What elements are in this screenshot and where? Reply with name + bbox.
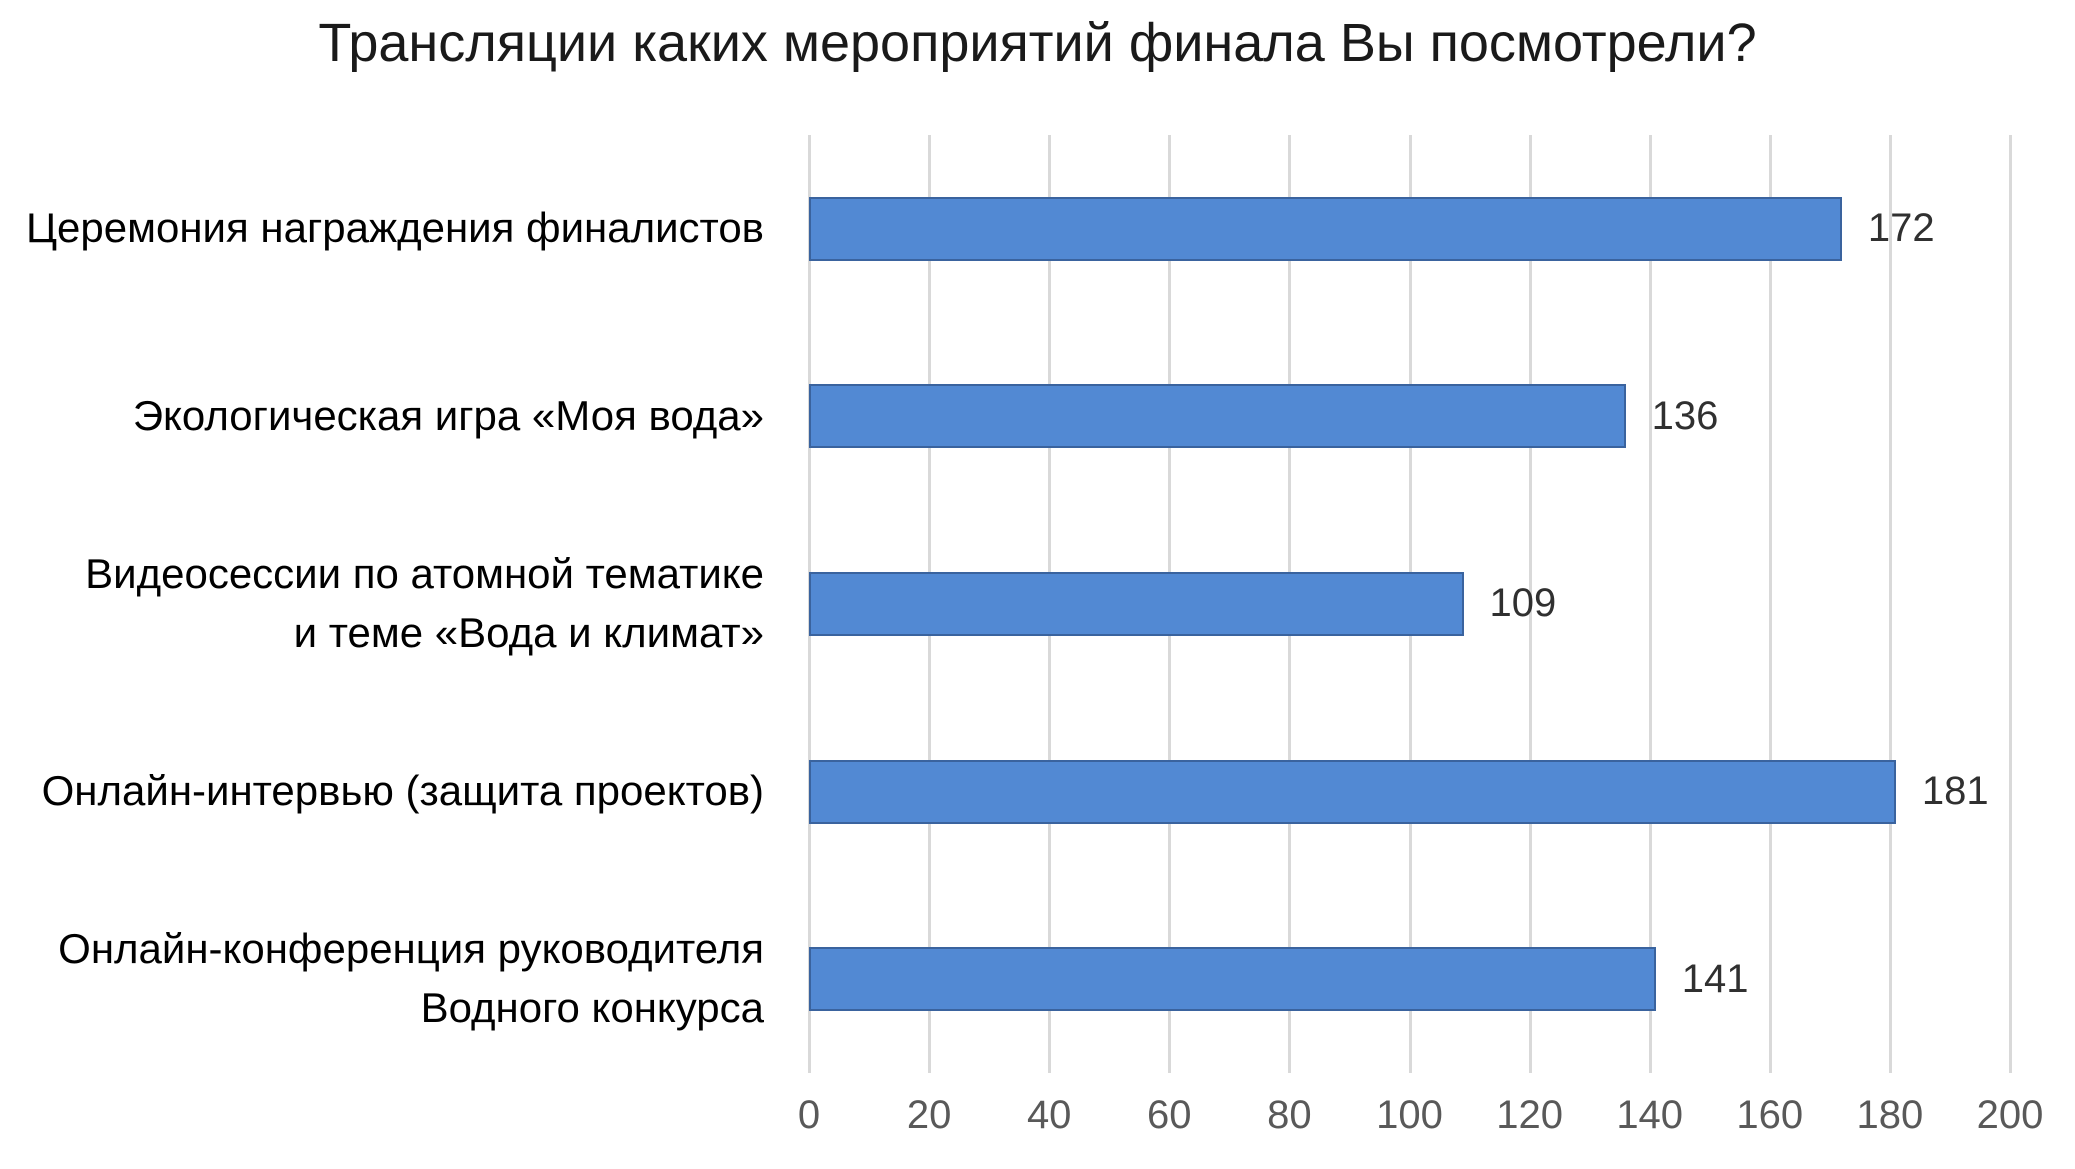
- x-tick-label: 120: [1496, 1093, 1563, 1137]
- x-tick-label: 40: [1026, 1093, 1072, 1137]
- bar-row: 136: [809, 323, 2010, 511]
- category-label: Церемония награждения финалистов: [25, 204, 764, 252]
- value-label: 109: [1489, 581, 1557, 626]
- bar: [809, 196, 1842, 261]
- category-label: Онлайн-интервью (защита проектов): [41, 767, 764, 815]
- bar-row: 141: [809, 885, 2010, 1073]
- bar-row: 181: [809, 698, 2010, 886]
- x-tick-label: 180: [1856, 1093, 1924, 1137]
- gridline: [1888, 135, 1892, 1073]
- x-tick-label: 200: [1976, 1093, 2044, 1137]
- value-label: 136: [1651, 393, 1719, 438]
- x-tick-label: 100: [1376, 1093, 1443, 1137]
- value-label: 181: [1921, 769, 1989, 814]
- gridline: [1768, 135, 1772, 1073]
- bar-series: 172 136 109 181 141: [809, 135, 2010, 1073]
- bar: [809, 759, 1896, 824]
- bar-row: 172: [809, 135, 2010, 323]
- bar: [809, 384, 1626, 449]
- value-label: 141: [1681, 956, 1749, 1001]
- chart-title: Трансляции каких мероприятий финала Вы п…: [318, 13, 1757, 73]
- x-tick-label: 160: [1736, 1093, 1804, 1137]
- x-axis: 0 20 40 60 80 100 120 140 160 180 200: [798, 1085, 2044, 1155]
- x-tick-label: 60: [1147, 1093, 1192, 1137]
- x-tick-label: 20: [906, 1093, 952, 1137]
- bar: [809, 571, 1464, 636]
- x-tick-label: 140: [1616, 1093, 1684, 1137]
- bar-row: 109: [809, 510, 2010, 698]
- x-tick-label: 0: [797, 1093, 821, 1137]
- category-label: Экологическая игра «Моя вода»: [132, 391, 764, 439]
- gridline: [1648, 135, 1652, 1073]
- category-label: Видеосессии по атомной тематике и теме «…: [85, 550, 764, 656]
- value-label: 172: [1867, 206, 1935, 251]
- x-tick-label: 80: [1267, 1093, 1312, 1137]
- gridline: [2009, 135, 2012, 1073]
- gridline: [1528, 135, 1532, 1073]
- bar: [809, 947, 1656, 1012]
- category-axis: Церемония награждения финалистов Экологич…: [0, 135, 780, 1073]
- category-label: Онлайн-конференция руководителя Водного …: [58, 925, 764, 1032]
